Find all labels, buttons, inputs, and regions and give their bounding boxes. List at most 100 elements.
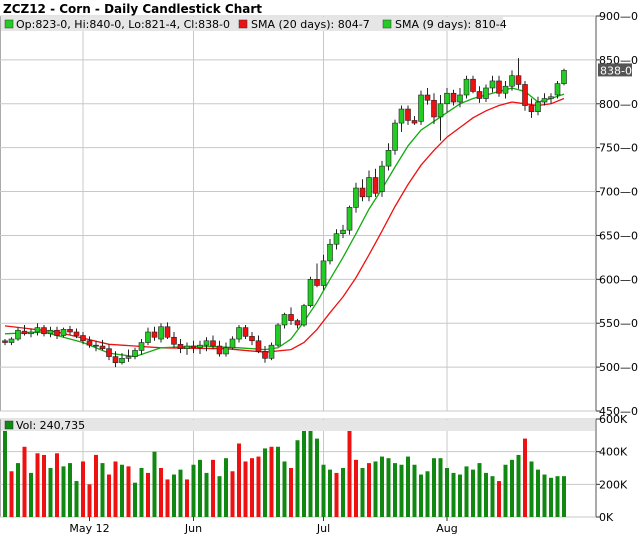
- volume-bar: [464, 466, 469, 517]
- candle-body: [307, 279, 314, 306]
- candle: [197, 340, 203, 354]
- candle-body: [327, 243, 333, 262]
- candle: [268, 342, 275, 361]
- volume-bar: [302, 425, 306, 517]
- volume-tick-label: 200K: [599, 478, 628, 491]
- candle: [509, 70, 515, 91]
- volume-bar: [503, 464, 508, 517]
- candle-body: [372, 177, 379, 194]
- candle: [346, 205, 353, 235]
- volume-bar: [315, 438, 319, 517]
- candle-body: [515, 75, 522, 85]
- volume-bar: [549, 477, 553, 517]
- volume-bar: [61, 466, 66, 517]
- candle-body: [47, 329, 54, 335]
- candle-body: [21, 330, 28, 335]
- candle: [242, 324, 249, 340]
- candle: [294, 318, 301, 329]
- candle-body: [145, 331, 151, 343]
- volume-bar: [94, 454, 98, 517]
- volume-bar: [445, 468, 449, 517]
- x-tick-label: May 12: [69, 522, 109, 535]
- candle-body: [314, 279, 320, 286]
- candle: [320, 254, 327, 290]
- price-tick-label: 700—0: [599, 186, 638, 199]
- volume-bar: [74, 481, 79, 517]
- volume-bar: [29, 472, 33, 517]
- candle-body: [86, 340, 93, 346]
- volume-bar: [3, 425, 7, 517]
- candle-body: [496, 80, 502, 94]
- candle-body: [535, 101, 541, 112]
- candle: [398, 105, 405, 132]
- candle-body: [457, 94, 463, 103]
- volume-bar: [113, 461, 118, 517]
- candle-body: [320, 260, 327, 286]
- price-tick-label: 500—0: [599, 361, 638, 374]
- candle: [184, 342, 190, 355]
- candle: [223, 342, 229, 357]
- price-tick-label: 550—0: [599, 317, 638, 330]
- candle: [54, 326, 60, 340]
- volume-bar: [35, 453, 40, 517]
- sma20-line: [4, 97, 565, 353]
- x-axis: May 12 Jun Jul Aug: [69, 517, 458, 535]
- candle-body: [184, 345, 190, 349]
- volume-bar: [523, 438, 527, 517]
- candle-body: [171, 336, 177, 345]
- candle-body: [294, 320, 301, 326]
- volume-bar: [451, 472, 456, 517]
- candle: [86, 336, 93, 348]
- candle-body: [119, 358, 125, 364]
- candle-body: [236, 327, 242, 340]
- volume-bar: [536, 469, 540, 517]
- sma20-label: SMA (20 days): 804-7: [251, 18, 370, 31]
- candle-body: [541, 98, 548, 103]
- volume-bar: [484, 472, 488, 517]
- candle: [106, 344, 112, 361]
- x-tick-label: Jul: [316, 522, 330, 535]
- candle: [171, 332, 177, 348]
- volume-bar: [380, 456, 384, 517]
- ohlc-label: Op:823-0, Hi:840-0, Lo:821-4, Cl:838-0: [16, 18, 230, 31]
- candle: [288, 307, 294, 325]
- candle-body: [483, 87, 489, 99]
- candle: [457, 87, 463, 108]
- candle: [60, 327, 67, 338]
- candle-body: [561, 70, 567, 84]
- candle: [125, 349, 132, 362]
- volume-bar: [471, 469, 475, 517]
- candle-body: [450, 92, 457, 103]
- candle-body: [216, 345, 223, 355]
- candle: [541, 93, 548, 106]
- candle: [210, 335, 216, 350]
- candle: [515, 58, 522, 89]
- candle-body: [392, 122, 398, 151]
- candle-body: [418, 94, 424, 122]
- last-price-tag: 838-0: [598, 63, 632, 77]
- candle: [496, 75, 502, 97]
- candle-body: [34, 327, 41, 333]
- volume-bar: [373, 461, 378, 517]
- candle: [314, 263, 320, 288]
- candle: [392, 119, 398, 155]
- candle: [444, 87, 450, 113]
- volume-bar: [48, 468, 53, 517]
- volume-bar: [178, 469, 183, 517]
- volume-bar: [497, 481, 501, 517]
- volume-bar: [55, 453, 59, 517]
- candle: [528, 98, 535, 118]
- volume-bar: [126, 466, 131, 517]
- candle: [379, 160, 385, 197]
- sma9-label: SMA (9 days): 810-4: [395, 18, 507, 31]
- candle: [112, 351, 119, 368]
- candle-body: [489, 80, 496, 89]
- volume-bar: [477, 463, 482, 517]
- volume-bar: [438, 458, 443, 517]
- candle-body: [502, 85, 509, 94]
- price-axis: 900—0850—0800—0750—0700—0650—0600—0550—0…: [596, 10, 638, 418]
- volume-bar: [139, 468, 144, 517]
- volume-bar: [490, 476, 495, 517]
- candle: [145, 327, 151, 346]
- candle: [2, 339, 8, 346]
